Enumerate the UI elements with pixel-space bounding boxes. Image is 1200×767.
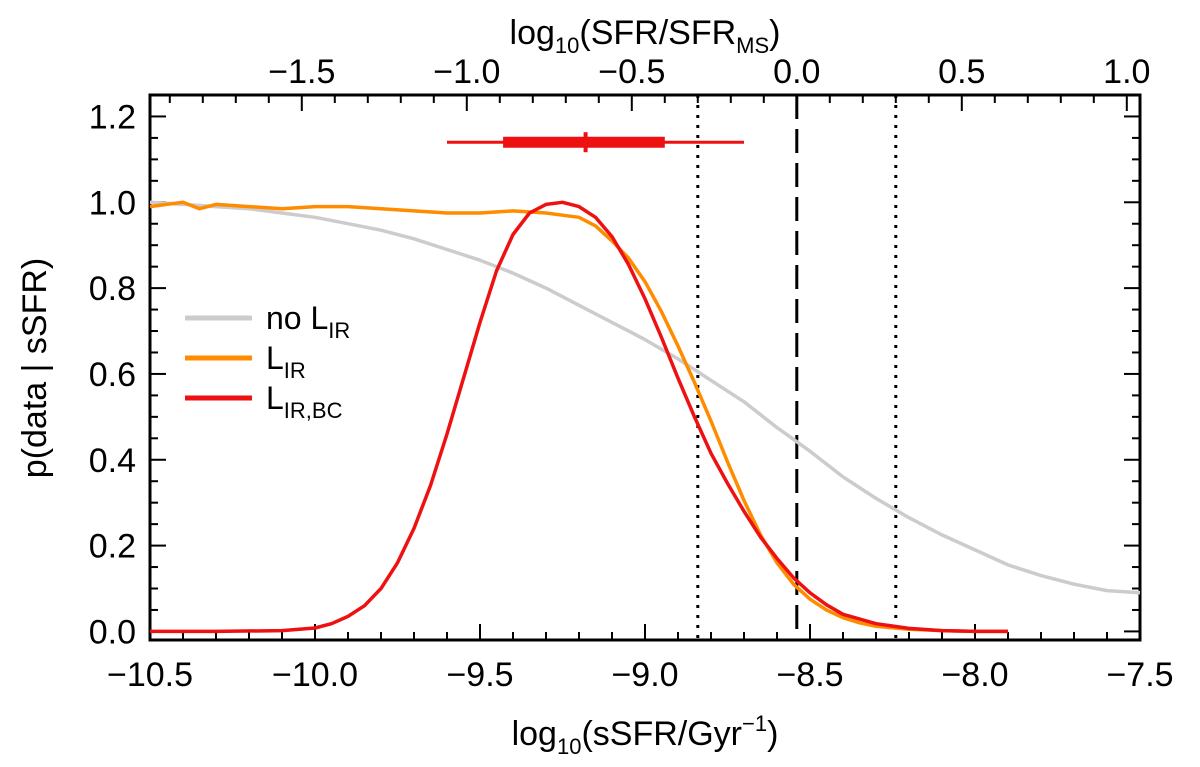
- x-axis-label: log10(sSFR/Gyr−1): [512, 711, 779, 759]
- top-tick-label: 1.0: [1103, 53, 1150, 91]
- error-bar: [447, 132, 744, 153]
- series-line: [149, 200, 1008, 634]
- top-axis-label: log10(SFR/SFRMS): [510, 14, 781, 58]
- series-line: [150, 200, 1008, 634]
- y-tick-label: 0.6: [89, 356, 136, 394]
- x-tick-label: −8.5: [776, 656, 843, 694]
- x-tick-label: −10.5: [107, 656, 193, 694]
- y-tick-label: 1.0: [89, 184, 136, 222]
- x-tick-label: −8.0: [941, 656, 1008, 694]
- top-tick-label: 0.5: [938, 53, 985, 91]
- top-tick-label: −1.0: [433, 53, 500, 91]
- x-tick-label: −9.0: [611, 656, 678, 694]
- x-tick-label: −9.5: [446, 656, 513, 694]
- top-tick-label: 0.0: [773, 53, 820, 91]
- y-axis-label: p(data | sSFR): [16, 258, 54, 478]
- top-tick-label: −1.5: [268, 53, 335, 91]
- data-series: [149, 200, 1141, 634]
- x-tick-label: −7.5: [1106, 656, 1173, 694]
- tick-labels: −10.5 −10.0 −9.5 −9.0 −8.5 −8.0 −7.5 −1.5 −1.0 −0…: [89, 53, 1174, 694]
- legend-label: LIR,BC: [266, 380, 343, 423]
- y-tick-label: 1.2: [89, 98, 136, 136]
- reference-lines: [696, 95, 898, 640]
- legend-label: no LIR: [266, 300, 350, 343]
- top-tick-label: −0.5: [598, 53, 665, 91]
- y-tick-label: 0.8: [89, 270, 136, 308]
- series-line: [149, 200, 1141, 595]
- legend-label: LIR: [266, 340, 306, 383]
- y-tick-label: 0.0: [89, 613, 136, 651]
- y-tick-label: 0.4: [89, 442, 136, 480]
- x-tick-label: −10.0: [272, 656, 358, 694]
- y-tick-label: 0.2: [89, 528, 136, 566]
